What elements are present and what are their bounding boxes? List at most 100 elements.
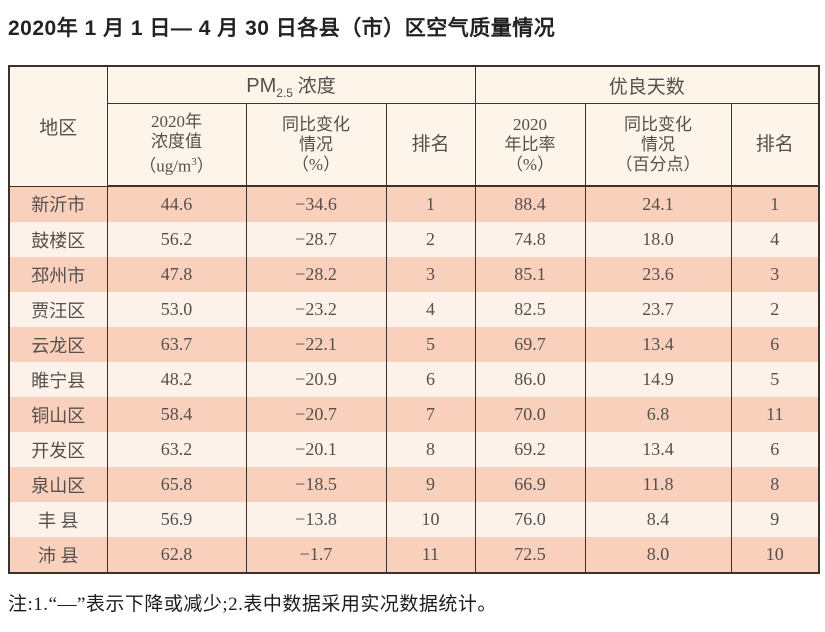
good-rank-cell: 9 bbox=[730, 502, 820, 537]
pm-value-cell: 63.7 bbox=[106, 327, 247, 362]
good-ratio-cell: 82.5 bbox=[474, 292, 586, 327]
pm-rank-cell: 3 bbox=[385, 257, 476, 292]
pm-change-cell: −1.7 bbox=[245, 537, 387, 573]
good-rank-cell: 6 bbox=[730, 327, 820, 362]
pm-value-cell: 62.8 bbox=[106, 537, 247, 573]
good-change-cell: 8.4 bbox=[584, 502, 732, 537]
pm-rank-cell: 10 bbox=[385, 502, 476, 537]
good-ratio-cell: 76.0 bbox=[474, 502, 586, 537]
good-change-cell: 13.4 bbox=[584, 327, 732, 362]
pm-rank-cell: 2 bbox=[385, 222, 476, 257]
page-title: 2020年 1 月 1 日— 4 月 30 日各县（市）区空气质量情况 bbox=[8, 17, 556, 40]
good-ratio-cell: 69.7 bbox=[474, 327, 586, 362]
region-cell: 贾汪区 bbox=[8, 292, 108, 327]
good-ratio-cell: 66.9 bbox=[474, 467, 586, 502]
table-row: 开发区 63.2 −20.1 8 69.2 13.4 6 bbox=[8, 432, 820, 467]
pm-change-cell: −22.1 bbox=[245, 327, 387, 362]
pm-label: PM2.5 bbox=[246, 74, 293, 100]
region-cell: 邳州市 bbox=[8, 257, 108, 292]
good-rank-cell: 3 bbox=[730, 257, 820, 292]
good-ratio-cell: 69.2 bbox=[474, 432, 586, 467]
table-row: 鼓楼区 56.2 −28.7 2 74.8 18.0 4 bbox=[8, 222, 820, 257]
table-row: 贾汪区 53.0 −23.2 4 82.5 23.7 2 bbox=[8, 292, 820, 327]
pm-value-cell: 56.9 bbox=[106, 502, 247, 537]
pm-group-header-cell: PM2.5 浓度 bbox=[106, 66, 476, 104]
pm-value-cell: 53.0 bbox=[106, 292, 247, 327]
pm-value-header-cell: 2020年 浓度值 （ug/m3） bbox=[106, 103, 247, 187]
pm-change-cell: −20.1 bbox=[245, 432, 387, 467]
pm-value-cell: 44.6 bbox=[106, 186, 247, 222]
good-rank-cell: 6 bbox=[730, 432, 820, 467]
pm-value-cell: 48.2 bbox=[106, 362, 247, 397]
table-row: 睢宁县 48.2 −20.9 6 86.0 14.9 5 bbox=[8, 362, 820, 397]
pm-rank-cell: 8 bbox=[385, 432, 476, 467]
good-change-header-cell: 同比变化 情况 （百分点） bbox=[584, 103, 732, 187]
pm-change-cell: −18.5 bbox=[245, 467, 387, 502]
table-body: 新沂市 44.6 −34.6 1 88.4 24.1 1 鼓楼区 56.2 −2… bbox=[8, 186, 820, 573]
good-change-cell: 24.1 bbox=[584, 186, 732, 222]
pm-value-cell: 63.2 bbox=[106, 432, 247, 467]
pm-change-cell: −20.7 bbox=[245, 397, 387, 432]
good-rank-cell: 5 bbox=[730, 362, 820, 397]
good-ratio-header-cell: 2020 年比率 （%） bbox=[474, 103, 586, 187]
region-cell: 云龙区 bbox=[8, 327, 108, 362]
footnote: 注:1.“—”表示下降或减少;2.表中数据采用实况数据统计。 bbox=[8, 594, 497, 615]
pm-change-cell: −13.8 bbox=[245, 502, 387, 537]
region-cell: 鼓楼区 bbox=[8, 222, 108, 257]
pm-change-cell: −34.6 bbox=[245, 186, 387, 222]
pm-value-cell: 56.2 bbox=[106, 222, 247, 257]
good-rank-cell: 2 bbox=[730, 292, 820, 327]
table-row: 新沂市 44.6 −34.6 1 88.4 24.1 1 bbox=[8, 186, 820, 222]
good-change-cell: 23.6 bbox=[584, 257, 732, 292]
good-rank-header-cell: 排名 bbox=[730, 103, 820, 187]
table-row: 丰 县 56.9 −13.8 10 76.0 8.4 9 bbox=[8, 502, 820, 537]
pm-change-cell: −23.2 bbox=[245, 292, 387, 327]
table-row: 沛 县 62.8 −1.7 11 72.5 8.0 10 bbox=[8, 537, 820, 573]
region-cell: 新沂市 bbox=[8, 186, 108, 222]
table-row: 泉山区 65.8 −18.5 9 66.9 11.8 8 bbox=[8, 467, 820, 502]
pm-rank-header-cell: 排名 bbox=[385, 103, 476, 187]
pm-change-cell: −20.9 bbox=[245, 362, 387, 397]
good-ratio-cell: 74.8 bbox=[474, 222, 586, 257]
pm-rank-cell: 11 bbox=[385, 537, 476, 573]
good-days-group-header-cell: 优良天数 bbox=[474, 66, 820, 104]
pm-rank-cell: 9 bbox=[385, 467, 476, 502]
good-change-cell: 6.8 bbox=[584, 397, 732, 432]
pm-rank-cell: 6 bbox=[385, 362, 476, 397]
good-ratio-cell: 88.4 bbox=[474, 186, 586, 222]
region-cell: 泉山区 bbox=[8, 467, 108, 502]
good-rank-cell: 1 bbox=[730, 186, 820, 222]
good-ratio-cell: 85.1 bbox=[474, 257, 586, 292]
good-change-cell: 11.8 bbox=[584, 467, 732, 502]
air-quality-table: 地区 PM2.5 浓度 优良天数 2020年 浓度值 （ug/m3） 同比变化 … bbox=[8, 65, 821, 574]
region-cell: 沛 县 bbox=[8, 537, 108, 573]
pm-rank-cell: 1 bbox=[385, 186, 476, 222]
good-change-cell: 13.4 bbox=[584, 432, 732, 467]
pm-rank-cell: 7 bbox=[385, 397, 476, 432]
region-cell: 铜山区 bbox=[8, 397, 108, 432]
pm-value-cell: 58.4 bbox=[106, 397, 247, 432]
good-change-cell: 23.7 bbox=[584, 292, 732, 327]
region-cell: 开发区 bbox=[8, 432, 108, 467]
good-change-cell: 14.9 bbox=[584, 362, 732, 397]
good-ratio-cell: 86.0 bbox=[474, 362, 586, 397]
good-rank-cell: 10 bbox=[730, 537, 820, 573]
pm-change-header-cell: 同比变化 情况 （%） bbox=[245, 103, 387, 187]
pm-change-cell: −28.2 bbox=[245, 257, 387, 292]
good-rank-cell: 4 bbox=[730, 222, 820, 257]
good-ratio-cell: 72.5 bbox=[474, 537, 586, 573]
table-row: 云龙区 63.7 −22.1 5 69.7 13.4 6 bbox=[8, 327, 820, 362]
good-rank-cell: 11 bbox=[730, 397, 820, 432]
table-row: 邳州市 47.8 −28.2 3 85.1 23.6 3 bbox=[8, 257, 820, 292]
good-rank-cell: 8 bbox=[730, 467, 820, 502]
region-header-cell: 地区 bbox=[8, 66, 108, 187]
region-cell: 睢宁县 bbox=[8, 362, 108, 397]
good-ratio-cell: 70.0 bbox=[474, 397, 586, 432]
table-header: 地区 PM2.5 浓度 优良天数 2020年 浓度值 （ug/m3） 同比变化 … bbox=[8, 66, 820, 187]
pm-value-cell: 47.8 bbox=[106, 257, 247, 292]
good-change-cell: 18.0 bbox=[584, 222, 732, 257]
pm-value-cell: 65.8 bbox=[106, 467, 247, 502]
pm-rank-cell: 4 bbox=[385, 292, 476, 327]
region-cell: 丰 县 bbox=[8, 502, 108, 537]
good-change-cell: 8.0 bbox=[584, 537, 732, 573]
